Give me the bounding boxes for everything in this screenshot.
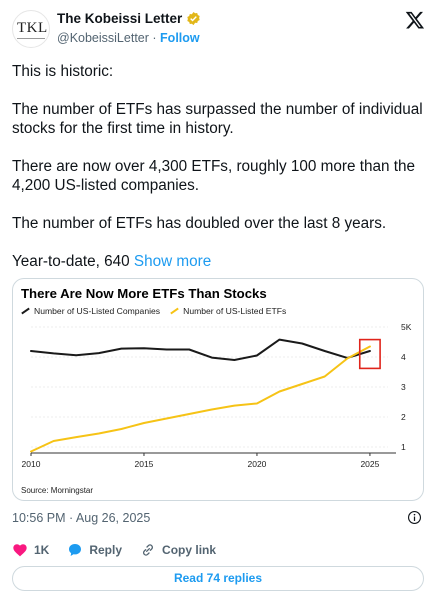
copy-link-button[interactable]: Copy link	[140, 542, 216, 558]
handle-row: @KobeissiLetter · Follow	[57, 31, 200, 45]
legend-label-etfs: Number of US-Listed ETFs	[183, 306, 287, 316]
link-icon	[143, 544, 153, 556]
show-more-link[interactable]: Show more	[133, 253, 212, 270]
legend-label-companies: Number of US-Listed Companies	[34, 306, 161, 316]
y-tick-label: 2	[401, 412, 406, 422]
avatar-logo-text: TKL	[17, 20, 48, 36]
y-tick-label: 3	[401, 382, 406, 392]
tweet-paragraph: The number of ETFs has surpassed the num…	[12, 101, 423, 137]
info-icon[interactable]	[407, 510, 422, 525]
tweet-timestamp[interactable]: 10:56 PM · Aug 26, 2025	[12, 511, 151, 525]
reply-button[interactable]: Reply	[67, 542, 122, 558]
tweet-paragraph: This is historic:	[12, 63, 114, 80]
read-replies-button[interactable]: Read 74 replies	[12, 566, 424, 591]
avatar[interactable]: TKL	[12, 10, 50, 48]
y-tick-label: 5K	[401, 322, 412, 332]
tweet-paragraph: There are now over 4,300 ETFs, roughly 1…	[12, 158, 416, 194]
like-count: 1K	[34, 543, 50, 557]
name-row: The Kobeissi Letter	[57, 11, 201, 26]
separator: ·	[152, 31, 157, 45]
heart-icon	[13, 544, 27, 557]
y-tick-label: 4	[401, 352, 406, 362]
y-tick-label: 1	[401, 442, 406, 452]
follow-button[interactable]: Follow	[160, 31, 200, 45]
legend-item-companies: Number of US-Listed Companies	[21, 306, 160, 316]
avatar-logo-underline	[17, 38, 45, 39]
reply-label: Reply	[89, 543, 123, 557]
like-button[interactable]: 1K	[12, 542, 49, 558]
chart-image-card[interactable]: There Are Now More ETFs Than Stocks Numb…	[12, 278, 424, 501]
line-chart: 5K 4 3 2 1 2010 2015 2020 2025	[22, 322, 412, 469]
chart-legend: Number of US-Listed Companies Number of …	[21, 306, 296, 316]
x-tick-label: 2015	[135, 459, 154, 469]
companies-series-line	[30, 338, 371, 361]
crossover-highlight-box	[358, 338, 381, 370]
verified-badge-icon	[187, 11, 200, 26]
reply-bubble-icon	[69, 544, 82, 556]
tweet-paragraph-truncated: Year-to-date, 640 Show more	[12, 252, 427, 271]
tweet-header: TKL The Kobeissi Letter @KobeissiLetter …	[12, 8, 425, 50]
x-tick-label: 2025	[360, 459, 379, 469]
chart-source: Source: Morningstar	[21, 486, 94, 495]
copy-link-label: Copy link	[162, 543, 217, 557]
x-logo-icon[interactable]	[405, 10, 425, 30]
chart-title: There Are Now More ETFs Than Stocks	[21, 286, 267, 301]
tweet-text: This is historic: The number of ETFs has…	[12, 62, 427, 290]
etfs-series-line	[30, 345, 371, 453]
x-tick-label: 2020	[247, 459, 266, 469]
handle[interactable]: @KobeissiLetter	[57, 31, 149, 45]
tweet-paragraph: The number of ETFs has doubled over the …	[12, 215, 387, 232]
legend-item-etfs: Number of US-Listed ETFs	[170, 306, 286, 316]
display-name[interactable]: The Kobeissi Letter	[57, 11, 183, 26]
tweet-last-line: Year-to-date, 640	[12, 253, 130, 270]
tweet-actions: 1K Reply Copy link	[12, 540, 234, 560]
x-tick-label: 2010	[22, 459, 41, 469]
